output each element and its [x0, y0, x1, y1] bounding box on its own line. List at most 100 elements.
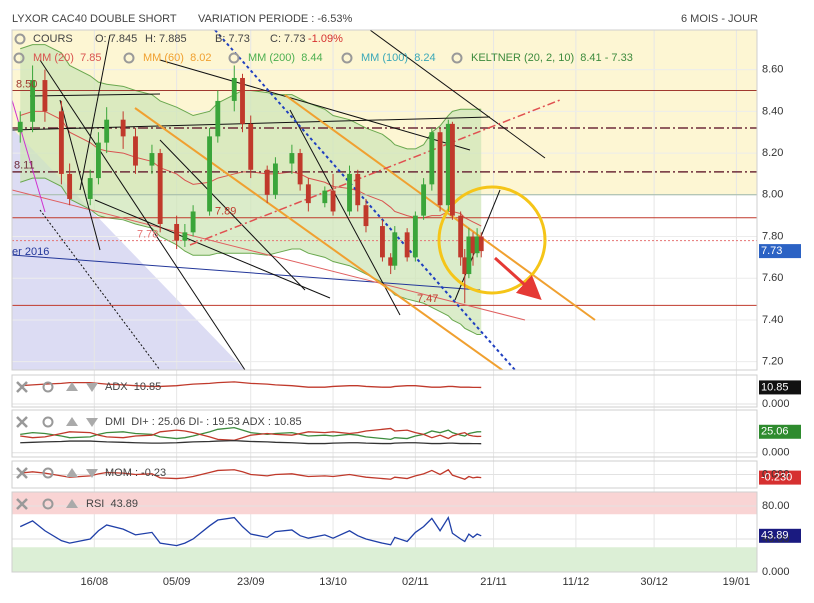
y-tick-label: 8.40: [762, 105, 783, 117]
gear-icon[interactable]: [341, 52, 353, 64]
indicator-line: [20, 439, 482, 445]
trendline: [94, 199, 331, 299]
y-tick-label: 7.80: [762, 230, 783, 242]
keltner-line: [20, 177, 482, 336]
candle-body: [297, 153, 303, 185]
chart-title: LYXOR CAC40 DOUBLE SHORT: [12, 13, 177, 25]
legend-entry[interactable]: MM (60) 8.02: [143, 52, 212, 64]
up-icon[interactable]: [66, 382, 78, 391]
quote-item: C: 7.73: [270, 33, 305, 45]
candle-body: [182, 232, 188, 241]
candle-body: [207, 136, 212, 212]
candle-body: [355, 173, 361, 206]
down-icon[interactable]: [86, 383, 98, 392]
candle-body: [42, 80, 48, 112]
down-icon[interactable]: [86, 418, 98, 427]
last-value-label: 25.06: [761, 426, 789, 438]
close-icon[interactable]: [16, 416, 28, 428]
period-label: 6 MOIS - JOUR: [681, 13, 758, 25]
candle-body: [133, 136, 138, 166]
panel-frame: [11, 29, 758, 371]
close-icon[interactable]: [16, 467, 28, 479]
up-icon[interactable]: [66, 499, 78, 508]
level-label: 7.47: [417, 293, 438, 305]
quote-item: H: 7.885: [145, 33, 187, 45]
candle-body: [478, 236, 484, 252]
arrow: [493, 256, 542, 301]
x-tick-label: 05/09: [163, 576, 191, 588]
legend-name: MM (100): [361, 52, 408, 64]
up-icon[interactable]: [66, 417, 78, 426]
gear-icon[interactable]: [123, 52, 135, 64]
last-value-label: 43.89: [761, 530, 789, 542]
y-tick-label: 7.40: [762, 314, 783, 326]
panel-icons: [16, 381, 98, 510]
candle-body: [330, 190, 336, 212]
chart-subtitle: VARIATION PERIODE : -6.53%: [198, 13, 352, 25]
up-icon[interactable]: [66, 468, 78, 477]
legend-entry[interactable]: MM (100) 8.24: [361, 52, 436, 64]
candle-body: [215, 100, 221, 137]
trendline: [369, 30, 546, 159]
candle-body: [462, 257, 468, 275]
candle-body: [449, 123, 455, 216]
legend-entry[interactable]: MM (20) 7.85: [33, 52, 102, 64]
candle-body: [305, 184, 311, 204]
trendline: [12, 254, 481, 291]
candle-body: [67, 173, 73, 199]
panel-frames: [11, 29, 758, 573]
zone: [12, 492, 757, 515]
icon-shape: [16, 467, 28, 479]
legend-value: 8.41 - 7.33: [580, 52, 633, 64]
gear-icon[interactable]: [42, 498, 54, 510]
last-value-box: [759, 244, 801, 259]
legend-entry[interactable]: MM (200) 8.44: [248, 52, 323, 64]
icon-shape: [16, 416, 28, 428]
candle-body: [30, 80, 36, 122]
candle-body: [104, 119, 110, 143]
trendline: [12, 189, 526, 321]
legend-name: KELTNER (20, 2, 10): [471, 52, 574, 64]
x-tick-label: 23/09: [237, 576, 265, 588]
candle-body: [248, 123, 254, 170]
panel-title: DMI DI+ : 25.06 DI- : 19.53 ADX : 10.85: [105, 416, 302, 428]
candle-body: [412, 215, 418, 258]
candle-body: [392, 232, 398, 266]
quote-item: O: 7.845: [95, 33, 137, 45]
mm20-line: [20, 110, 482, 227]
gear-icon[interactable]: [42, 381, 54, 393]
trendline: [39, 59, 246, 370]
close-icon[interactable]: [16, 381, 28, 393]
candle-body: [190, 211, 196, 233]
y-tick-label: 8.20: [762, 147, 783, 159]
gear-icon[interactable]: [42, 416, 54, 428]
level-label: 7.78: [137, 229, 158, 241]
x-tick-label: 02/11: [402, 576, 429, 588]
gear-icon[interactable]: [13, 52, 25, 64]
panel-title: MOM : -0.23: [105, 467, 166, 479]
y-tick-label: 0.000: [762, 566, 790, 578]
down-icon[interactable]: [86, 469, 98, 478]
last-value-box: [759, 528, 801, 543]
gear-icon[interactable]: [14, 33, 26, 45]
candle-body: [120, 119, 126, 137]
candle-body: [437, 132, 443, 206]
indicator-line: [20, 426, 482, 441]
panel-title: ADX 10.85: [105, 381, 161, 393]
gear-icon[interactable]: [42, 467, 54, 479]
legend-name: MM (60): [143, 52, 184, 64]
candle-body: [231, 77, 237, 101]
trendline: [39, 209, 161, 370]
close-icon[interactable]: [16, 498, 28, 510]
legend-entry[interactable]: KELTNER (20, 2, 10) 8.41 - 7.33: [471, 52, 633, 64]
candle-body: [157, 153, 163, 224]
gear-icon[interactable]: [451, 52, 463, 64]
indicator-line: [20, 468, 482, 480]
last-value-box: [759, 380, 801, 395]
gear-icon[interactable]: [228, 52, 240, 64]
candle-body: [470, 236, 476, 254]
last-value-label: 7.73: [761, 245, 782, 257]
legend-value: 7.85: [80, 52, 101, 64]
